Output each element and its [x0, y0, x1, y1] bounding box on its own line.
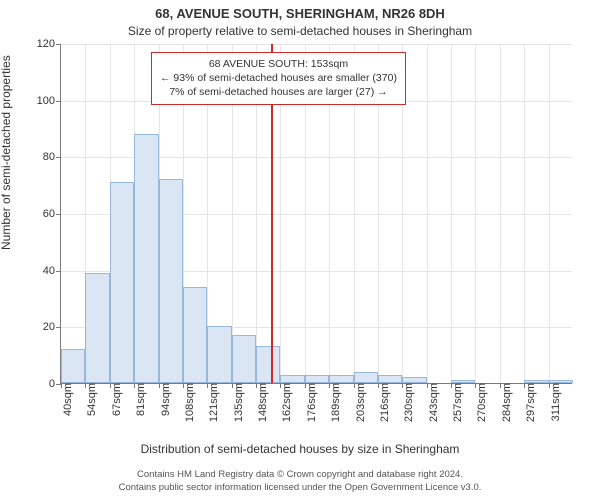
x-tick-label: 284sqm: [497, 383, 513, 422]
histogram-bar: [378, 375, 402, 384]
y-tick-mark: [56, 101, 61, 102]
gridline-vertical: [451, 44, 452, 383]
histogram-bar: [329, 375, 353, 384]
histogram-bar: [524, 380, 548, 383]
chart-subtitle: Size of property relative to semi-detach…: [0, 24, 600, 38]
x-tick-label: 54sqm: [82, 383, 98, 416]
y-tick-mark: [56, 44, 61, 45]
chart-page: 68, AVENUE SOUTH, SHERINGHAM, NR26 8DH S…: [0, 0, 600, 500]
x-axis-title: Distribution of semi-detached houses by …: [0, 442, 600, 456]
histogram-bar: [159, 179, 183, 383]
x-tick-label: 243sqm: [424, 383, 440, 422]
y-tick-mark: [56, 214, 61, 215]
x-tick-label: 216sqm: [375, 383, 391, 422]
x-tick-label: 135sqm: [229, 383, 245, 422]
histogram-bar: [280, 375, 304, 384]
y-tick-mark: [56, 327, 61, 328]
x-tick-label: 297sqm: [521, 383, 537, 422]
x-tick-label: 311sqm: [546, 383, 562, 421]
histogram-bar: [134, 134, 158, 383]
x-tick-label: 67sqm: [107, 383, 123, 416]
annotation-box: 68 AVENUE SOUTH: 153sqm ← 93% of semi-de…: [151, 52, 406, 105]
y-tick-mark: [56, 157, 61, 158]
histogram-bar: [85, 273, 109, 384]
annotation-line-2: ← 93% of semi-detached houses are smalle…: [160, 71, 397, 85]
x-tick-label: 189sqm: [326, 383, 342, 422]
histogram-bar: [232, 335, 256, 383]
gridline-vertical: [475, 44, 476, 383]
footer-attribution: Contains HM Land Registry data © Crown c…: [0, 469, 600, 494]
x-tick-label: 148sqm: [253, 383, 269, 422]
histogram-bar: [549, 380, 573, 383]
histogram-bar: [354, 372, 378, 383]
annotation-line-3: 7% of semi-detached houses are larger (2…: [160, 85, 397, 99]
x-tick-label: 176sqm: [302, 383, 318, 422]
gridline-vertical: [427, 44, 428, 383]
histogram-bar: [451, 380, 475, 383]
histogram-bar: [61, 349, 85, 383]
x-tick-label: 108sqm: [180, 383, 196, 422]
x-tick-label: 257sqm: [448, 383, 464, 422]
histogram-bar: [183, 287, 207, 383]
annotation-line-1: 68 AVENUE SOUTH: 153sqm: [160, 57, 397, 71]
y-axis-label: Number of semi-detached properties: [0, 55, 13, 250]
gridline-vertical: [549, 44, 550, 383]
histogram-bar: [256, 346, 280, 383]
histogram-bar: [402, 377, 426, 383]
x-tick-label: 203sqm: [351, 383, 367, 422]
x-tick-label: 94sqm: [156, 383, 172, 416]
histogram-bar: [305, 375, 329, 384]
x-tick-label: 121sqm: [204, 383, 220, 422]
gridline-horizontal: [61, 44, 572, 45]
plot-area: 02040608010012040sqm54sqm67sqm81sqm94sqm…: [60, 44, 572, 384]
chart-title: 68, AVENUE SOUTH, SHERINGHAM, NR26 8DH: [0, 6, 600, 21]
footer-line-2: Contains public sector information licen…: [0, 482, 600, 494]
x-tick-label: 230sqm: [399, 383, 415, 422]
gridline-vertical: [524, 44, 525, 383]
y-tick-mark: [56, 271, 61, 272]
x-tick-label: 40sqm: [58, 383, 74, 416]
histogram-bar: [110, 182, 134, 383]
x-tick-label: 162sqm: [277, 383, 293, 422]
x-tick-label: 81sqm: [131, 383, 147, 416]
footer-line-1: Contains HM Land Registry data © Crown c…: [0, 469, 600, 481]
gridline-vertical: [500, 44, 501, 383]
x-tick-label: 270sqm: [472, 383, 488, 422]
histogram-bar: [207, 326, 231, 383]
